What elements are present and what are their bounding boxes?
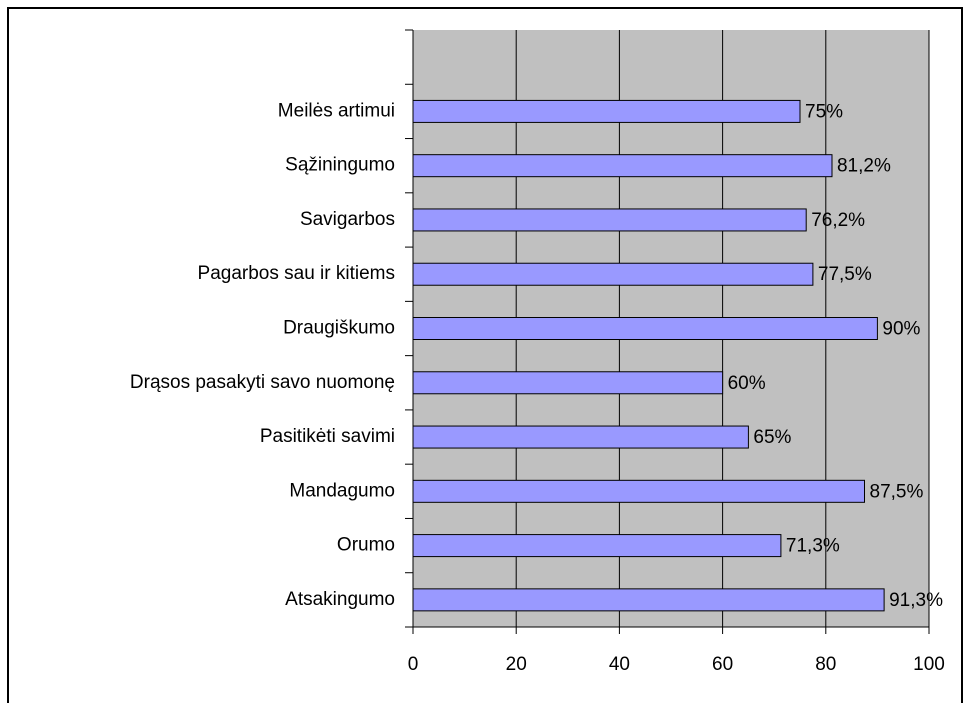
value-label: 91,3%: [889, 590, 943, 611]
bar: [412, 425, 749, 449]
bar: [412, 154, 833, 178]
bar: [412, 317, 878, 340]
y-tick-label: Pagarbos sau ir kitiems: [198, 263, 395, 284]
bar: [412, 99, 801, 123]
value-label: 87,5%: [870, 481, 924, 502]
value-label: 77,5%: [818, 264, 872, 285]
value-label: 90%: [882, 319, 920, 340]
x-tick-label: 60: [712, 654, 733, 675]
x-tick-label: 40: [609, 654, 630, 675]
y-tick-label: Orumo: [337, 535, 395, 556]
bar: [412, 479, 865, 503]
bar: [412, 371, 724, 395]
x-tick-label: 20: [506, 654, 527, 675]
value-label: 81,2%: [837, 156, 891, 177]
bar: [412, 208, 807, 232]
y-tick-label: Draugiškumo: [283, 318, 395, 339]
bar: [412, 534, 782, 558]
y-tick-label: Pasitikėti savimi: [260, 426, 395, 447]
value-label: 76,2%: [811, 210, 865, 231]
y-tick-label: Savigarbos: [300, 209, 395, 230]
y-tick-label: Drąsos pasakyti savo nuomonę: [130, 372, 395, 393]
bar: [412, 588, 885, 612]
y-tick-label: Meilės artimui: [278, 100, 395, 121]
y-tick-label: Mandagumo: [289, 480, 395, 501]
value-label: 65%: [753, 427, 791, 448]
y-tick-label: Sąžiningumo: [285, 155, 395, 176]
x-tick-label: 0: [408, 654, 419, 675]
x-tick-label: 80: [815, 654, 836, 675]
y-tick-label: Atsakingumo: [285, 589, 395, 610]
value-label: 75%: [805, 101, 843, 122]
x-tick-label: 100: [913, 654, 945, 675]
bar: [412, 262, 814, 286]
value-label: 71,3%: [786, 536, 840, 557]
value-label: 60%: [728, 373, 766, 394]
